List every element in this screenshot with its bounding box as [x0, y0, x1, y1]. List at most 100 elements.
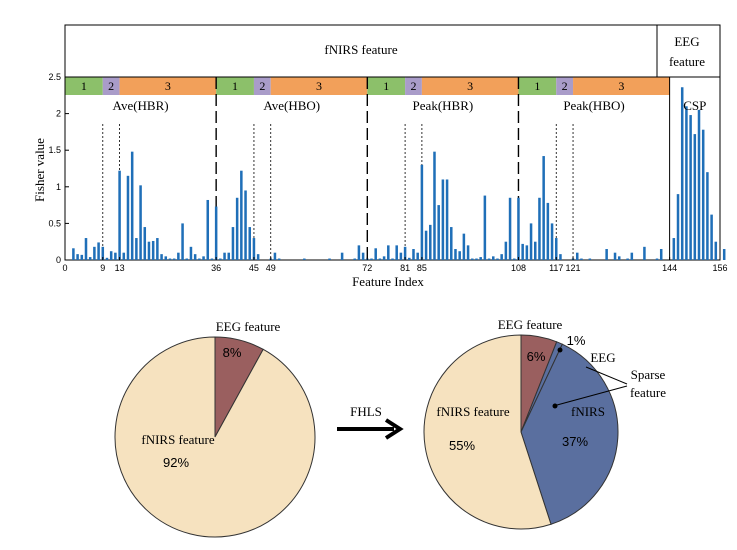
group-label-2: Peak(HBR) — [413, 98, 474, 113]
x-tick-label-156: 156 — [712, 263, 727, 273]
right-sparse-label-line1: Sparse — [631, 367, 666, 382]
bar-110 — [525, 245, 529, 260]
right-sparse-label-line2: feature — [630, 385, 666, 400]
bar-97 — [471, 258, 474, 260]
x-tick-label-72: 72 — [362, 263, 372, 273]
bar-32 — [198, 258, 201, 260]
group-labels: Ave(HBR) Ave(HBO) Peak(HBR) Peak(HBO) CSP — [113, 98, 707, 113]
bar-88 — [433, 151, 436, 260]
bar-22 — [156, 238, 159, 260]
bar-116 — [550, 223, 554, 260]
bar-35 — [210, 258, 214, 260]
x-tick-label-45: 45 — [249, 263, 259, 273]
left-eeg-feature-label: EEG feature — [216, 319, 281, 334]
pie-chart-left: EEG feature 8% fNIRS feature 92% — [114, 319, 316, 538]
bar-95 — [462, 233, 466, 260]
bar-83 — [412, 249, 415, 260]
bar-85 — [420, 164, 424, 260]
bar-3 — [76, 254, 79, 260]
bar-87 — [429, 224, 432, 260]
bar-13 — [118, 170, 121, 260]
bar-146 — [676, 194, 680, 260]
x-tick-label-81: 81 — [400, 263, 410, 273]
bar-77 — [387, 245, 390, 260]
bar-57 — [303, 258, 306, 260]
bar-76 — [382, 256, 386, 260]
bar-74 — [374, 248, 377, 260]
group-label-3: Peak(HBO) — [563, 98, 624, 113]
x-tick-label-0: 0 — [62, 263, 67, 273]
bar-149 — [689, 115, 692, 261]
bars — [72, 87, 726, 261]
bar-115 — [546, 202, 550, 260]
bar-75 — [378, 258, 382, 260]
segment-label-3-3: 3 — [618, 79, 624, 93]
bar-154 — [710, 214, 713, 260]
bar-36 — [214, 206, 218, 260]
bar-102 — [492, 256, 495, 260]
eeg-header-line2: feature — [669, 54, 705, 69]
bar-11 — [109, 251, 113, 260]
bar-129 — [605, 249, 608, 260]
segment-label-2-1: 1 — [383, 79, 389, 93]
bar-23 — [160, 254, 163, 260]
eeg-sparse-dot — [557, 347, 563, 353]
bar-92 — [450, 227, 453, 260]
bar-81 — [403, 246, 407, 260]
segment-1-2 — [253, 77, 271, 95]
bar-101 — [487, 258, 491, 260]
bar-66 — [340, 252, 344, 260]
bar-41 — [235, 197, 239, 260]
right-eeg-percent: 6% — [527, 349, 546, 364]
y-tick-label-2: 2 — [56, 109, 61, 119]
group-label-4: CSP — [683, 98, 706, 113]
segment-3-1 — [518, 77, 557, 95]
bar-2 — [72, 248, 75, 260]
segment-label-3-1: 1 — [534, 79, 540, 93]
bar-80 — [399, 252, 403, 260]
bar-21 — [151, 240, 155, 260]
bar-84 — [416, 252, 419, 260]
bar-63 — [328, 258, 331, 260]
bar-51 — [277, 258, 281, 260]
bar-18 — [139, 185, 142, 260]
sparse-pointer-line-b — [556, 385, 628, 406]
segment-label-1-1: 1 — [232, 79, 238, 93]
x-tick-label-121: 121 — [566, 263, 581, 273]
fnirs-header: fNIRS feature — [324, 42, 398, 57]
pie-chart-right: EEG feature 6% 1% EEG Sparse feature fNI… — [423, 317, 666, 530]
bar-9 — [101, 246, 105, 260]
segment-1-1 — [216, 77, 254, 95]
bar-86 — [424, 230, 428, 260]
bar-17 — [135, 238, 138, 260]
bar-145 — [672, 238, 676, 260]
right-fnirs-sparse-label: fNIRS — [571, 404, 605, 419]
bar-14 — [122, 252, 126, 260]
bar-93 — [454, 249, 457, 260]
bar-131 — [613, 252, 617, 260]
bar-105 — [504, 241, 508, 260]
y-tick-label-2.5: 2.5 — [48, 72, 61, 82]
bar-111 — [529, 223, 533, 260]
bar-78 — [391, 258, 394, 260]
bar-123 — [580, 258, 583, 260]
bar-153 — [706, 172, 709, 260]
sparse-pointer-line-a — [585, 366, 628, 385]
bar-134 — [626, 258, 629, 260]
bar-117 — [554, 238, 558, 260]
right-eeg-feature-label: EEG feature — [498, 317, 563, 332]
right-eeg-sparse-label: EEG — [590, 350, 615, 365]
fhls-label: FHLS — [350, 404, 382, 419]
x-tick-label-49: 49 — [266, 263, 276, 273]
bar-79 — [395, 245, 398, 260]
segment-2-3 — [421, 77, 519, 95]
segment-label-0-1: 1 — [81, 79, 87, 93]
bar-103 — [496, 258, 499, 260]
bar-99 — [479, 257, 482, 260]
x-tick-label-36: 36 — [211, 263, 221, 273]
x-axis: 0 9 13 36 45 49 72 81 85 108 117 121 144 156 — [62, 257, 728, 273]
bar-96 — [466, 245, 470, 260]
bar-104 — [500, 254, 503, 260]
bar-12 — [114, 252, 117, 260]
bar-5 — [84, 238, 88, 260]
